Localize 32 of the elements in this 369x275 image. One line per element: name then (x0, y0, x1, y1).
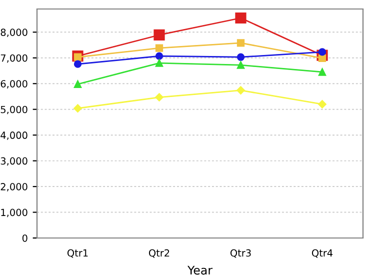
point (318, 100, 326, 108)
point (236, 39, 245, 47)
point (155, 52, 164, 60)
y-tick-label: 8,000 (0, 28, 28, 37)
x-tick-label: Qtr1 (67, 249, 88, 258)
point (74, 104, 82, 112)
point (154, 29, 165, 41)
y-tick-label: 2,000 (0, 183, 28, 192)
point (155, 59, 164, 67)
point (74, 60, 82, 68)
y-tick-label: 1,000 (1, 208, 28, 218)
y-tick-label: 7,000 (0, 54, 28, 63)
y-tick-label: 3,000 (0, 157, 28, 166)
x-tick-label: Qtr3 (230, 249, 251, 258)
point (318, 54, 326, 62)
point (74, 53, 82, 61)
point (155, 93, 164, 102)
y-tick-label: 5,000 (0, 106, 28, 114)
y-tick-label: 6,000 (0, 80, 28, 88)
point (74, 80, 82, 88)
point (236, 86, 245, 94)
point (318, 68, 326, 76)
point (318, 48, 326, 56)
y-tick-label: 0 (22, 234, 28, 242)
y-tick-label: 4,000 (0, 132, 28, 140)
x-tick-label: Qtr4 (312, 249, 333, 258)
point (155, 44, 164, 52)
point (236, 61, 245, 69)
point (235, 12, 246, 24)
x-tick-label: Qtr2 (148, 249, 170, 258)
point (236, 53, 245, 61)
x-axis-title: Year (187, 266, 212, 275)
